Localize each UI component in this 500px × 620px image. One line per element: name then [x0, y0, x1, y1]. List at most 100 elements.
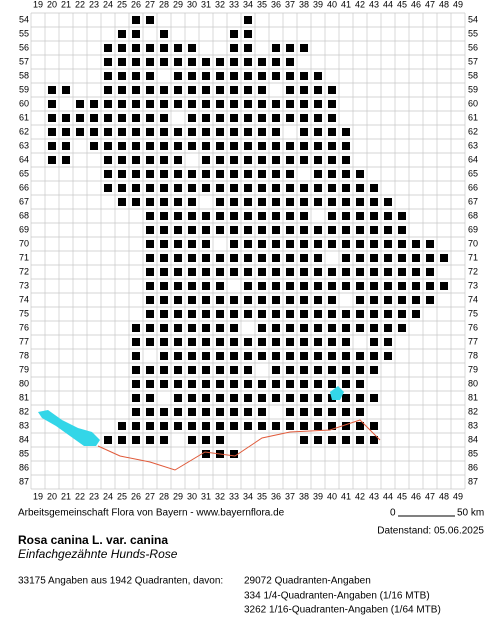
occurrence-cell — [286, 58, 294, 66]
row-label: 59 — [19, 84, 29, 94]
occurrence-cell — [314, 422, 322, 430]
occurrence-cell — [118, 44, 126, 52]
occurrence-cell — [328, 352, 336, 360]
occurrence-cell — [230, 338, 238, 346]
occurrence-cell — [132, 58, 140, 66]
row-label: 67 — [468, 196, 478, 206]
occurrence-cell — [146, 184, 154, 192]
row-label: 60 — [19, 98, 29, 108]
column-label: 33 — [229, 0, 239, 9]
column-label: 46 — [411, 0, 421, 9]
occurrence-cell — [272, 184, 280, 192]
row-label: 61 — [19, 112, 29, 122]
occurrence-cell — [356, 436, 364, 444]
occurrence-cell — [188, 338, 196, 346]
occurrence-cell — [230, 450, 238, 458]
occurrence-cell — [370, 310, 378, 318]
occurrence-cell — [230, 212, 238, 220]
occurrence-cell — [272, 226, 280, 234]
occurrence-cell — [202, 240, 210, 248]
occurrence-cell — [216, 254, 224, 262]
occurrence-cell — [412, 282, 420, 290]
row-label: 54 — [19, 14, 29, 24]
occurrence-cell — [342, 170, 350, 178]
occurrence-cell — [314, 184, 322, 192]
occurrence-cell — [286, 100, 294, 108]
occurrence-cell — [286, 324, 294, 332]
occurrence-cell — [300, 352, 308, 360]
occurrence-cell — [104, 156, 112, 164]
occurrence-cell — [244, 338, 252, 346]
occurrence-cell — [216, 86, 224, 94]
occurrence-cell — [118, 422, 126, 430]
row-label: 86 — [19, 462, 29, 472]
column-label: 42 — [355, 0, 365, 9]
occurrence-cell — [202, 72, 210, 80]
occurrence-cell — [132, 170, 140, 178]
occurrence-cell — [132, 44, 140, 52]
summary: 33175 Angaben aus 1942 Quadranten, davon… — [18, 576, 223, 587]
occurrence-cell — [160, 380, 168, 388]
occurrence-cell — [146, 254, 154, 262]
occurrence-cell — [286, 408, 294, 416]
occurrence-cell — [286, 226, 294, 234]
occurrence-cell — [342, 240, 350, 248]
occurrence-cell — [272, 170, 280, 178]
occurrence-cell — [76, 100, 84, 108]
occurrence-cell — [132, 198, 140, 206]
occurrence-cell — [244, 296, 252, 304]
occurrence-cell — [258, 408, 266, 416]
column-label: 38 — [299, 0, 309, 9]
occurrence-cell — [146, 408, 154, 416]
occurrence-cell — [146, 58, 154, 66]
occurrence-cell — [146, 422, 154, 430]
occurrence-cell — [202, 366, 210, 374]
occurrence-cell — [328, 184, 336, 192]
occurrence-cell — [314, 226, 322, 234]
occurrence-cell — [62, 128, 70, 136]
occurrence-cell — [244, 226, 252, 234]
occurrence-cell — [314, 408, 322, 416]
occurrence-cell — [342, 394, 350, 402]
occurrence-cell — [146, 212, 154, 220]
occurrence-cell — [188, 86, 196, 94]
occurrence-cell — [272, 338, 280, 346]
occurrence-cell — [328, 114, 336, 122]
occurrence-cell — [118, 114, 126, 122]
occurrence-cell — [384, 282, 392, 290]
occurrence-cell — [146, 86, 154, 94]
occurrence-cell — [202, 128, 210, 136]
occurrence-cell — [286, 310, 294, 318]
occurrence-cell — [244, 156, 252, 164]
occurrence-cell — [202, 380, 210, 388]
occurrence-cell — [370, 268, 378, 276]
occurrence-cell — [216, 282, 224, 290]
column-label: 34 — [243, 0, 253, 9]
column-label: 25 — [117, 0, 127, 9]
occurrence-cell — [328, 240, 336, 248]
occurrence-cells — [48, 16, 448, 458]
occurrence-cell — [342, 184, 350, 192]
occurrence-cell — [244, 394, 252, 402]
row-label: 60 — [468, 98, 478, 108]
row-label: 74 — [468, 294, 478, 304]
occurrence-cell — [244, 212, 252, 220]
occurrence-cell — [174, 422, 182, 430]
occurrence-cell — [132, 394, 140, 402]
occurrence-cell — [272, 198, 280, 206]
column-label: 46 — [411, 491, 421, 501]
occurrence-cell — [146, 100, 154, 108]
occurrence-cell — [202, 310, 210, 318]
detail: 334 1/4-Quadranten-Angaben (1/16 MTB) — [244, 591, 430, 602]
occurrence-cell — [132, 156, 140, 164]
occurrence-cell — [300, 422, 308, 430]
occurrence-cell — [258, 380, 266, 388]
occurrence-cell — [370, 198, 378, 206]
occurrence-cell — [314, 394, 322, 402]
occurrence-cell — [230, 128, 238, 136]
occurrence-cell — [230, 408, 238, 416]
occurrence-cell — [244, 58, 252, 66]
row-label: 64 — [468, 154, 478, 164]
row-label: 74 — [19, 294, 29, 304]
occurrence-cell — [104, 72, 112, 80]
